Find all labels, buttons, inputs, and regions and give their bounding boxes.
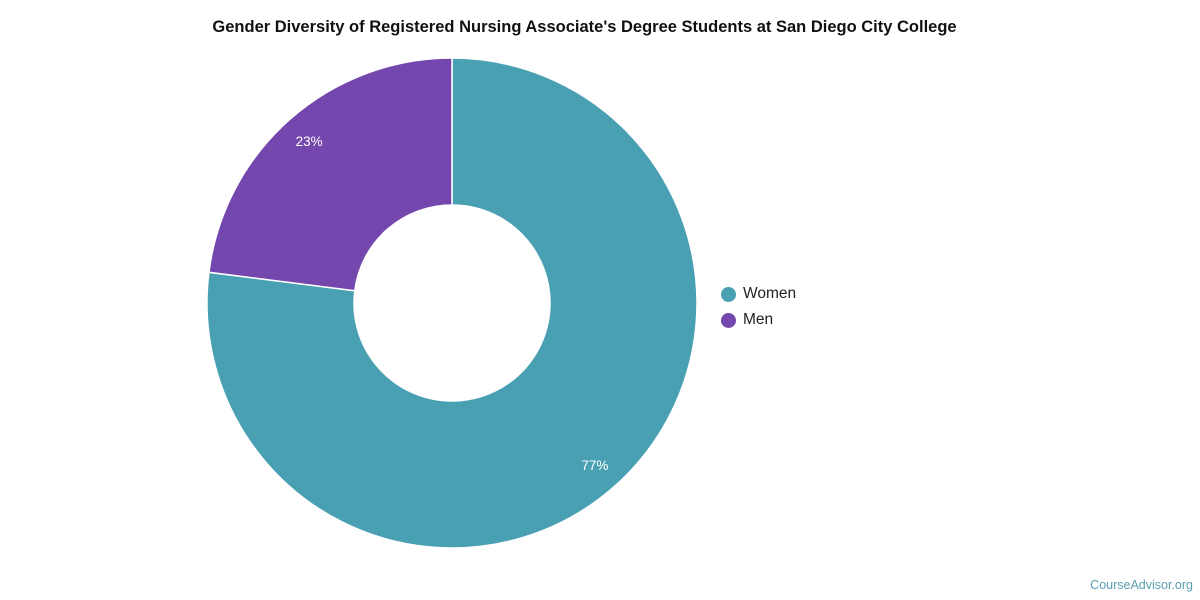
data-label-women: 77% <box>581 458 608 473</box>
legend-label: Women <box>743 285 797 302</box>
slice-men[interactable] <box>208 57 453 292</box>
legend-swatch-women <box>721 286 736 302</box>
legend: Women Men <box>721 281 796 333</box>
legend-item-women[interactable]: Women <box>721 281 796 307</box>
legend-swatch-men <box>721 312 736 328</box>
chart-title: Gender Diversity of Registered Nursing A… <box>212 18 957 36</box>
legend-label: Men <box>743 311 774 328</box>
slice-women[interactable] <box>206 57 698 549</box>
data-label-men: 23% <box>296 134 323 149</box>
legend-item-men[interactable]: Men <box>721 307 796 333</box>
credit-link[interactable]: CourseAdvisor.org <box>1090 578 1193 592</box>
